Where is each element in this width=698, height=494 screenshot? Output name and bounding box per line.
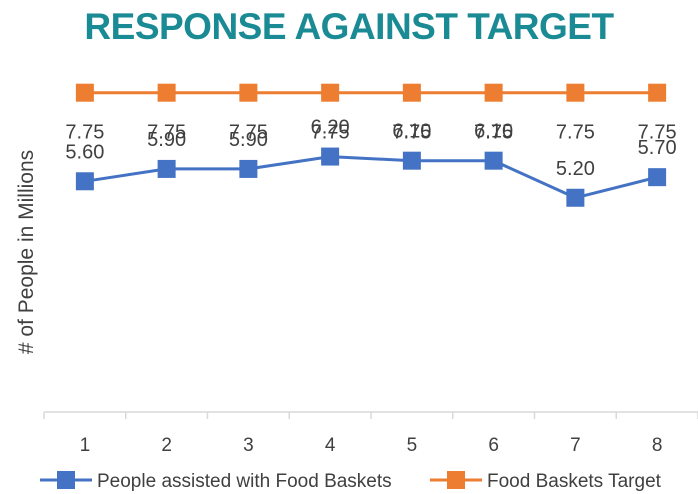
x-tick-label: 3 <box>243 435 254 456</box>
data-point-marker <box>648 83 667 102</box>
data-point-marker <box>484 151 503 170</box>
data-label: 7.75 <box>474 122 513 144</box>
data-point-marker <box>157 83 176 102</box>
data-label: 7.75 <box>556 122 595 144</box>
legend-marker <box>447 471 465 489</box>
legend-label: Food Baskets Target <box>487 471 662 492</box>
y-axis-title: # of People in Millions <box>15 150 38 354</box>
x-tick-label: 8 <box>652 435 663 456</box>
x-tick-label: 2 <box>161 435 172 456</box>
data-point-marker <box>321 83 340 102</box>
x-tick-label: 7 <box>570 435 581 456</box>
data-point-marker <box>484 83 503 102</box>
data-point-marker <box>239 159 258 178</box>
x-tick-label: 6 <box>488 435 499 456</box>
data-label: 5.20 <box>556 158 595 180</box>
data-label: 7.75 <box>229 122 268 144</box>
series-line <box>84 155 658 200</box>
data-label: 6.10 <box>474 121 513 143</box>
data-point-marker <box>402 83 421 102</box>
legend-item: Food Baskets Target <box>430 471 662 492</box>
legend-item: People assisted with Food Baskets <box>40 471 392 492</box>
x-tick-label: 4 <box>325 435 336 456</box>
data-point-marker <box>648 168 667 187</box>
series-target: 7.75 7.75 7.75 7.75 7.75 7.75 7.75 7.75 <box>65 83 677 144</box>
data-point-marker <box>75 83 94 102</box>
data-label: 7.75 <box>65 122 104 144</box>
series-people-assisted: 5.60 5.90 5.90 6.20 6.10 6.10 5.20 5.70 <box>65 117 677 207</box>
data-label: 5.60 <box>65 141 104 163</box>
data-label: 5.70 <box>638 137 677 159</box>
data-label: 6.20 <box>311 117 350 139</box>
data-label: 7.75 <box>311 122 350 144</box>
data-point-marker <box>566 188 585 207</box>
chart-title: RESPONSE AGAINST TARGET <box>84 6 614 47</box>
legend-marker <box>57 471 75 489</box>
x-tick-label: 5 <box>407 435 418 456</box>
data-label: 5.90 <box>229 129 268 151</box>
legend-label: People assisted with Food Baskets <box>97 471 392 492</box>
data-point-marker <box>239 83 258 102</box>
data-point-marker <box>157 159 176 178</box>
data-label: 7.75 <box>392 122 431 144</box>
data-point-marker <box>402 151 421 170</box>
data-label: 7.75 <box>638 122 677 144</box>
data-label: 6.10 <box>392 121 431 143</box>
data-point-marker <box>75 172 94 191</box>
data-label: 5.90 <box>147 129 186 151</box>
x-tick-label: 1 <box>80 435 91 456</box>
data-label: 7.75 <box>147 122 186 144</box>
data-point-marker <box>321 147 340 166</box>
data-point-marker <box>566 83 585 102</box>
